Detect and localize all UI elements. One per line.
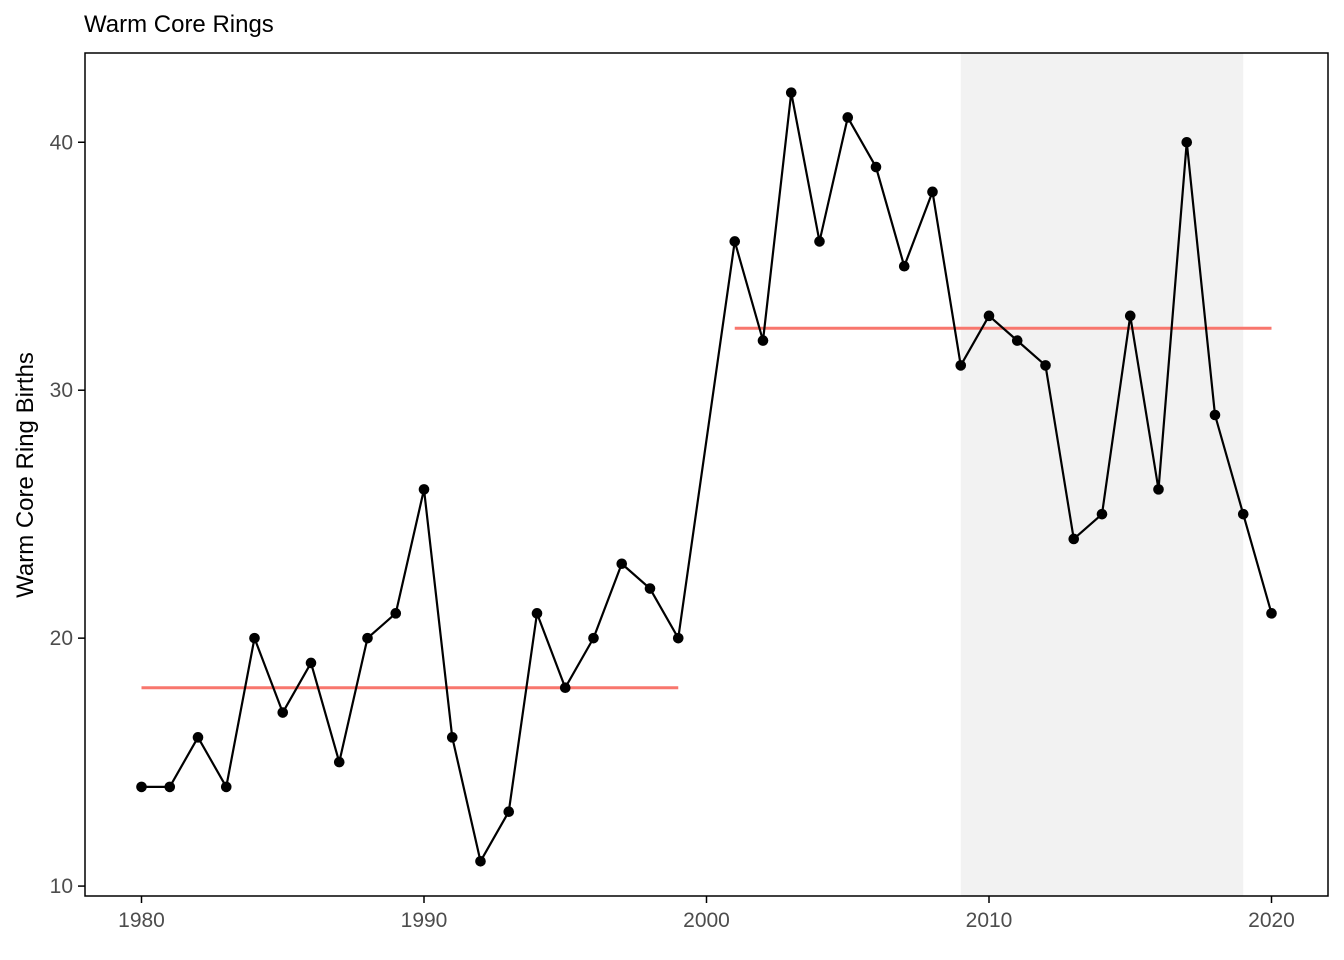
y-tick-label-10: 10 [50, 875, 73, 898]
x-tick-label-1990: 1990 [401, 909, 448, 932]
data-point-2009 [955, 360, 967, 371]
data-point-2004 [814, 236, 825, 247]
data-point-1997 [616, 558, 628, 570]
data-point-2017 [1181, 136, 1193, 148]
data-point-2006 [870, 161, 882, 173]
data-point-1985 [277, 707, 289, 718]
data-point-1992 [475, 855, 486, 867]
data-point-1983 [220, 781, 232, 793]
data-point-1994 [531, 608, 543, 619]
data-point-1990 [418, 484, 430, 495]
data-point-2018 [1209, 409, 1221, 421]
data-point-2012 [1040, 360, 1051, 371]
data-point-2003 [785, 87, 797, 98]
x-tick-label-2010: 2010 [966, 909, 1013, 932]
data-point-1980 [136, 781, 147, 793]
x-tick-label-2000: 2000 [683, 909, 730, 932]
series-line [141, 91, 1273, 863]
data-point-1987 [333, 756, 345, 768]
data-point-2011 [1011, 335, 1023, 346]
shaded-region [960, 53, 1244, 896]
data-point-1991 [446, 732, 458, 743]
data-point-2005 [842, 112, 854, 123]
chart-title: Warm Core Rings [84, 11, 274, 38]
data-point-1995 [559, 682, 571, 694]
data-point-2020 [1266, 608, 1277, 619]
data-point-1996 [588, 632, 599, 644]
data-point-2014 [1096, 508, 1108, 520]
x-tick-label-1980: 1980 [118, 909, 165, 932]
data-point-2016 [1153, 484, 1164, 495]
data-point-2010 [983, 310, 995, 322]
data-point-2001 [729, 236, 741, 247]
data-point-1999 [672, 632, 684, 644]
y-tick-label-40: 40 [50, 131, 73, 154]
x-tick-label-2020: 2020 [1248, 909, 1295, 932]
plot-area: 1980 1990 2000 2010 2020 10 20 30 40 [50, 52, 1329, 932]
y-tick-label-30: 30 [50, 379, 73, 402]
data-point-2019 [1237, 508, 1249, 520]
data-point-2002 [757, 335, 769, 346]
data-point-2007 [898, 260, 910, 272]
data-point-1989 [390, 608, 402, 619]
data-point-1993 [503, 806, 515, 817]
data-point-1988 [362, 632, 373, 644]
data-point-2015 [1124, 310, 1136, 322]
data-point-2008 [927, 186, 938, 198]
data-point-2013 [1068, 533, 1080, 545]
data-point-1981 [164, 781, 176, 793]
data-point-1986 [305, 657, 317, 669]
data-point-1998 [644, 583, 656, 594]
data-point-1982 [192, 732, 204, 743]
data-point-1984 [249, 632, 260, 644]
y-tick-label-20: 20 [50, 627, 73, 650]
y-axis-label: Warm Core Ring Births [12, 352, 39, 598]
